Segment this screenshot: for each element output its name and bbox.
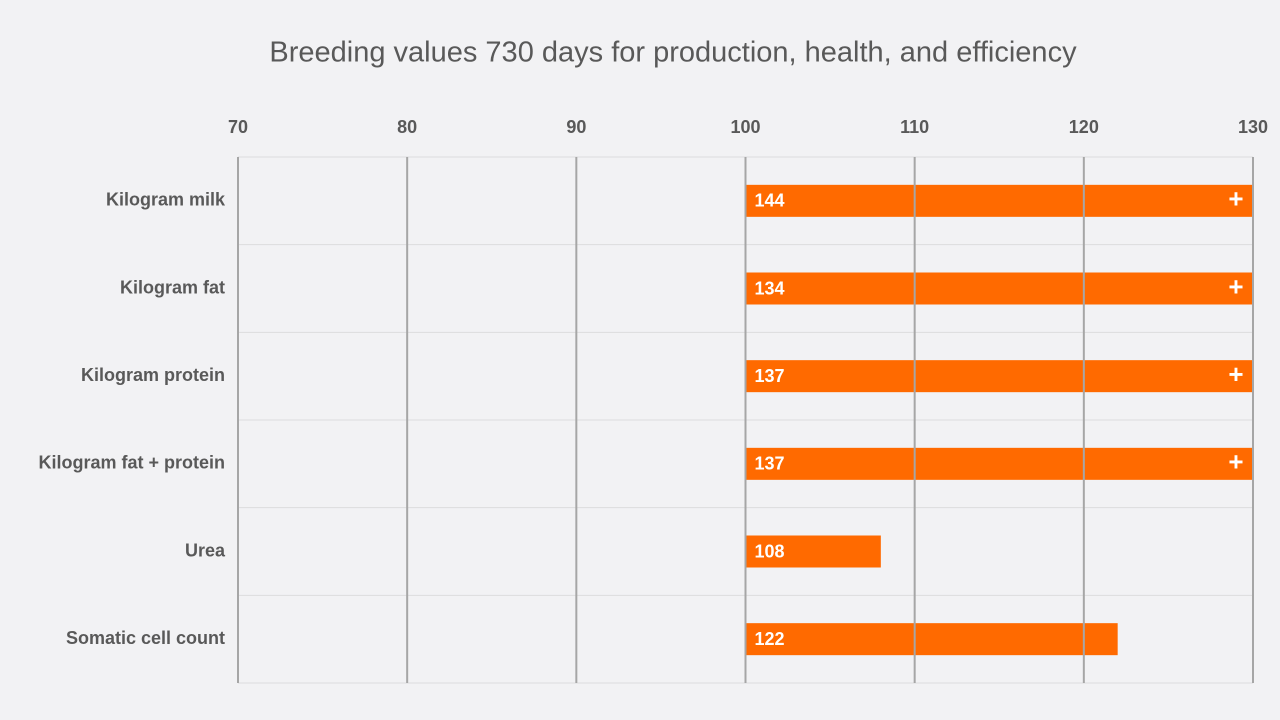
value-label: 134	[755, 278, 785, 298]
value-label: 122	[755, 629, 785, 649]
value-label: 137	[755, 366, 785, 386]
overflow-marker: +	[1228, 271, 1243, 301]
x-tick-label: 100	[730, 117, 760, 137]
value-label: 137	[755, 454, 785, 474]
y-tick-label: Kilogram protein	[81, 365, 225, 385]
x-tick-label: 130	[1238, 117, 1268, 137]
bar	[745, 360, 1253, 393]
bar	[745, 272, 1253, 305]
overflow-marker: +	[1228, 447, 1243, 477]
value-label: 144	[755, 191, 785, 211]
bar	[745, 623, 1118, 656]
x-tick-label: 90	[566, 117, 586, 137]
y-tick-label: Kilogram milk	[106, 190, 226, 210]
x-tick-label: 70	[228, 117, 248, 137]
value-label: 108	[755, 541, 785, 561]
chart-title: Breeding values 730 days for production,…	[269, 37, 1077, 69]
y-tick-label: Kilogram fat	[120, 277, 225, 297]
x-tick-label: 110	[900, 117, 929, 137]
x-tick-label: 120	[1069, 117, 1099, 137]
y-tick-label: Somatic cell count	[66, 628, 225, 648]
y-tick-label: Kilogram fat + protein	[38, 453, 225, 473]
overflow-marker: +	[1228, 184, 1243, 214]
y-tick-label: Urea	[185, 540, 226, 560]
overflow-marker: +	[1228, 359, 1243, 389]
bar	[745, 535, 881, 568]
bar	[745, 184, 1253, 217]
bar	[745, 447, 1253, 480]
x-tick-label: 80	[397, 117, 417, 137]
plot-area	[745, 184, 1253, 656]
